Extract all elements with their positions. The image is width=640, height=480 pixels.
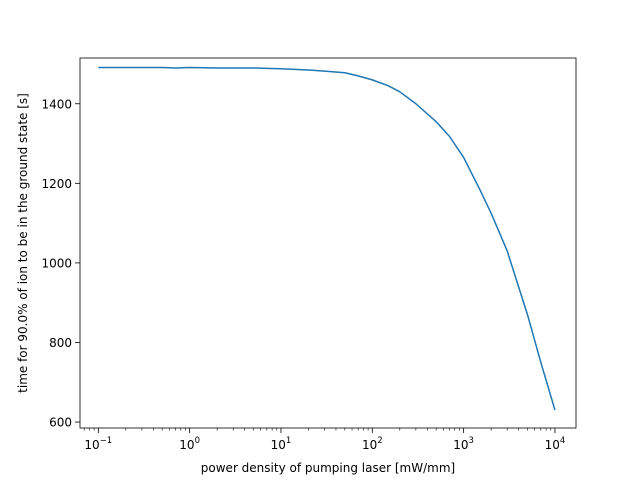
y-axis-label: time for 90.0% of ion to be in the groun… [16, 93, 30, 393]
plot-frame [79, 57, 577, 429]
x-tick-label: 100 [179, 436, 200, 452]
y-tick-label: 800 [49, 336, 72, 350]
x-tick-label: 10−1 [84, 436, 112, 452]
series-line [98, 66, 556, 411]
y-tick-label: 600 [49, 416, 72, 430]
x-tick-label: 101 [271, 436, 292, 452]
x-axis-label: power density of pumping laser [mW/mm] [201, 461, 455, 475]
x-axis: 10−1 100 101 102 103 104 [83, 428, 566, 452]
y-tick-label: 1000 [41, 256, 72, 270]
x-tick-label: 104 [545, 436, 566, 452]
x-tick-label: 103 [453, 436, 474, 452]
y-tick-label: 1200 [41, 177, 72, 191]
y-tick-label: 1400 [41, 97, 72, 111]
y-axis: 600 800 1000 1200 1400 [41, 97, 80, 430]
x-tick-label: 102 [362, 436, 383, 452]
